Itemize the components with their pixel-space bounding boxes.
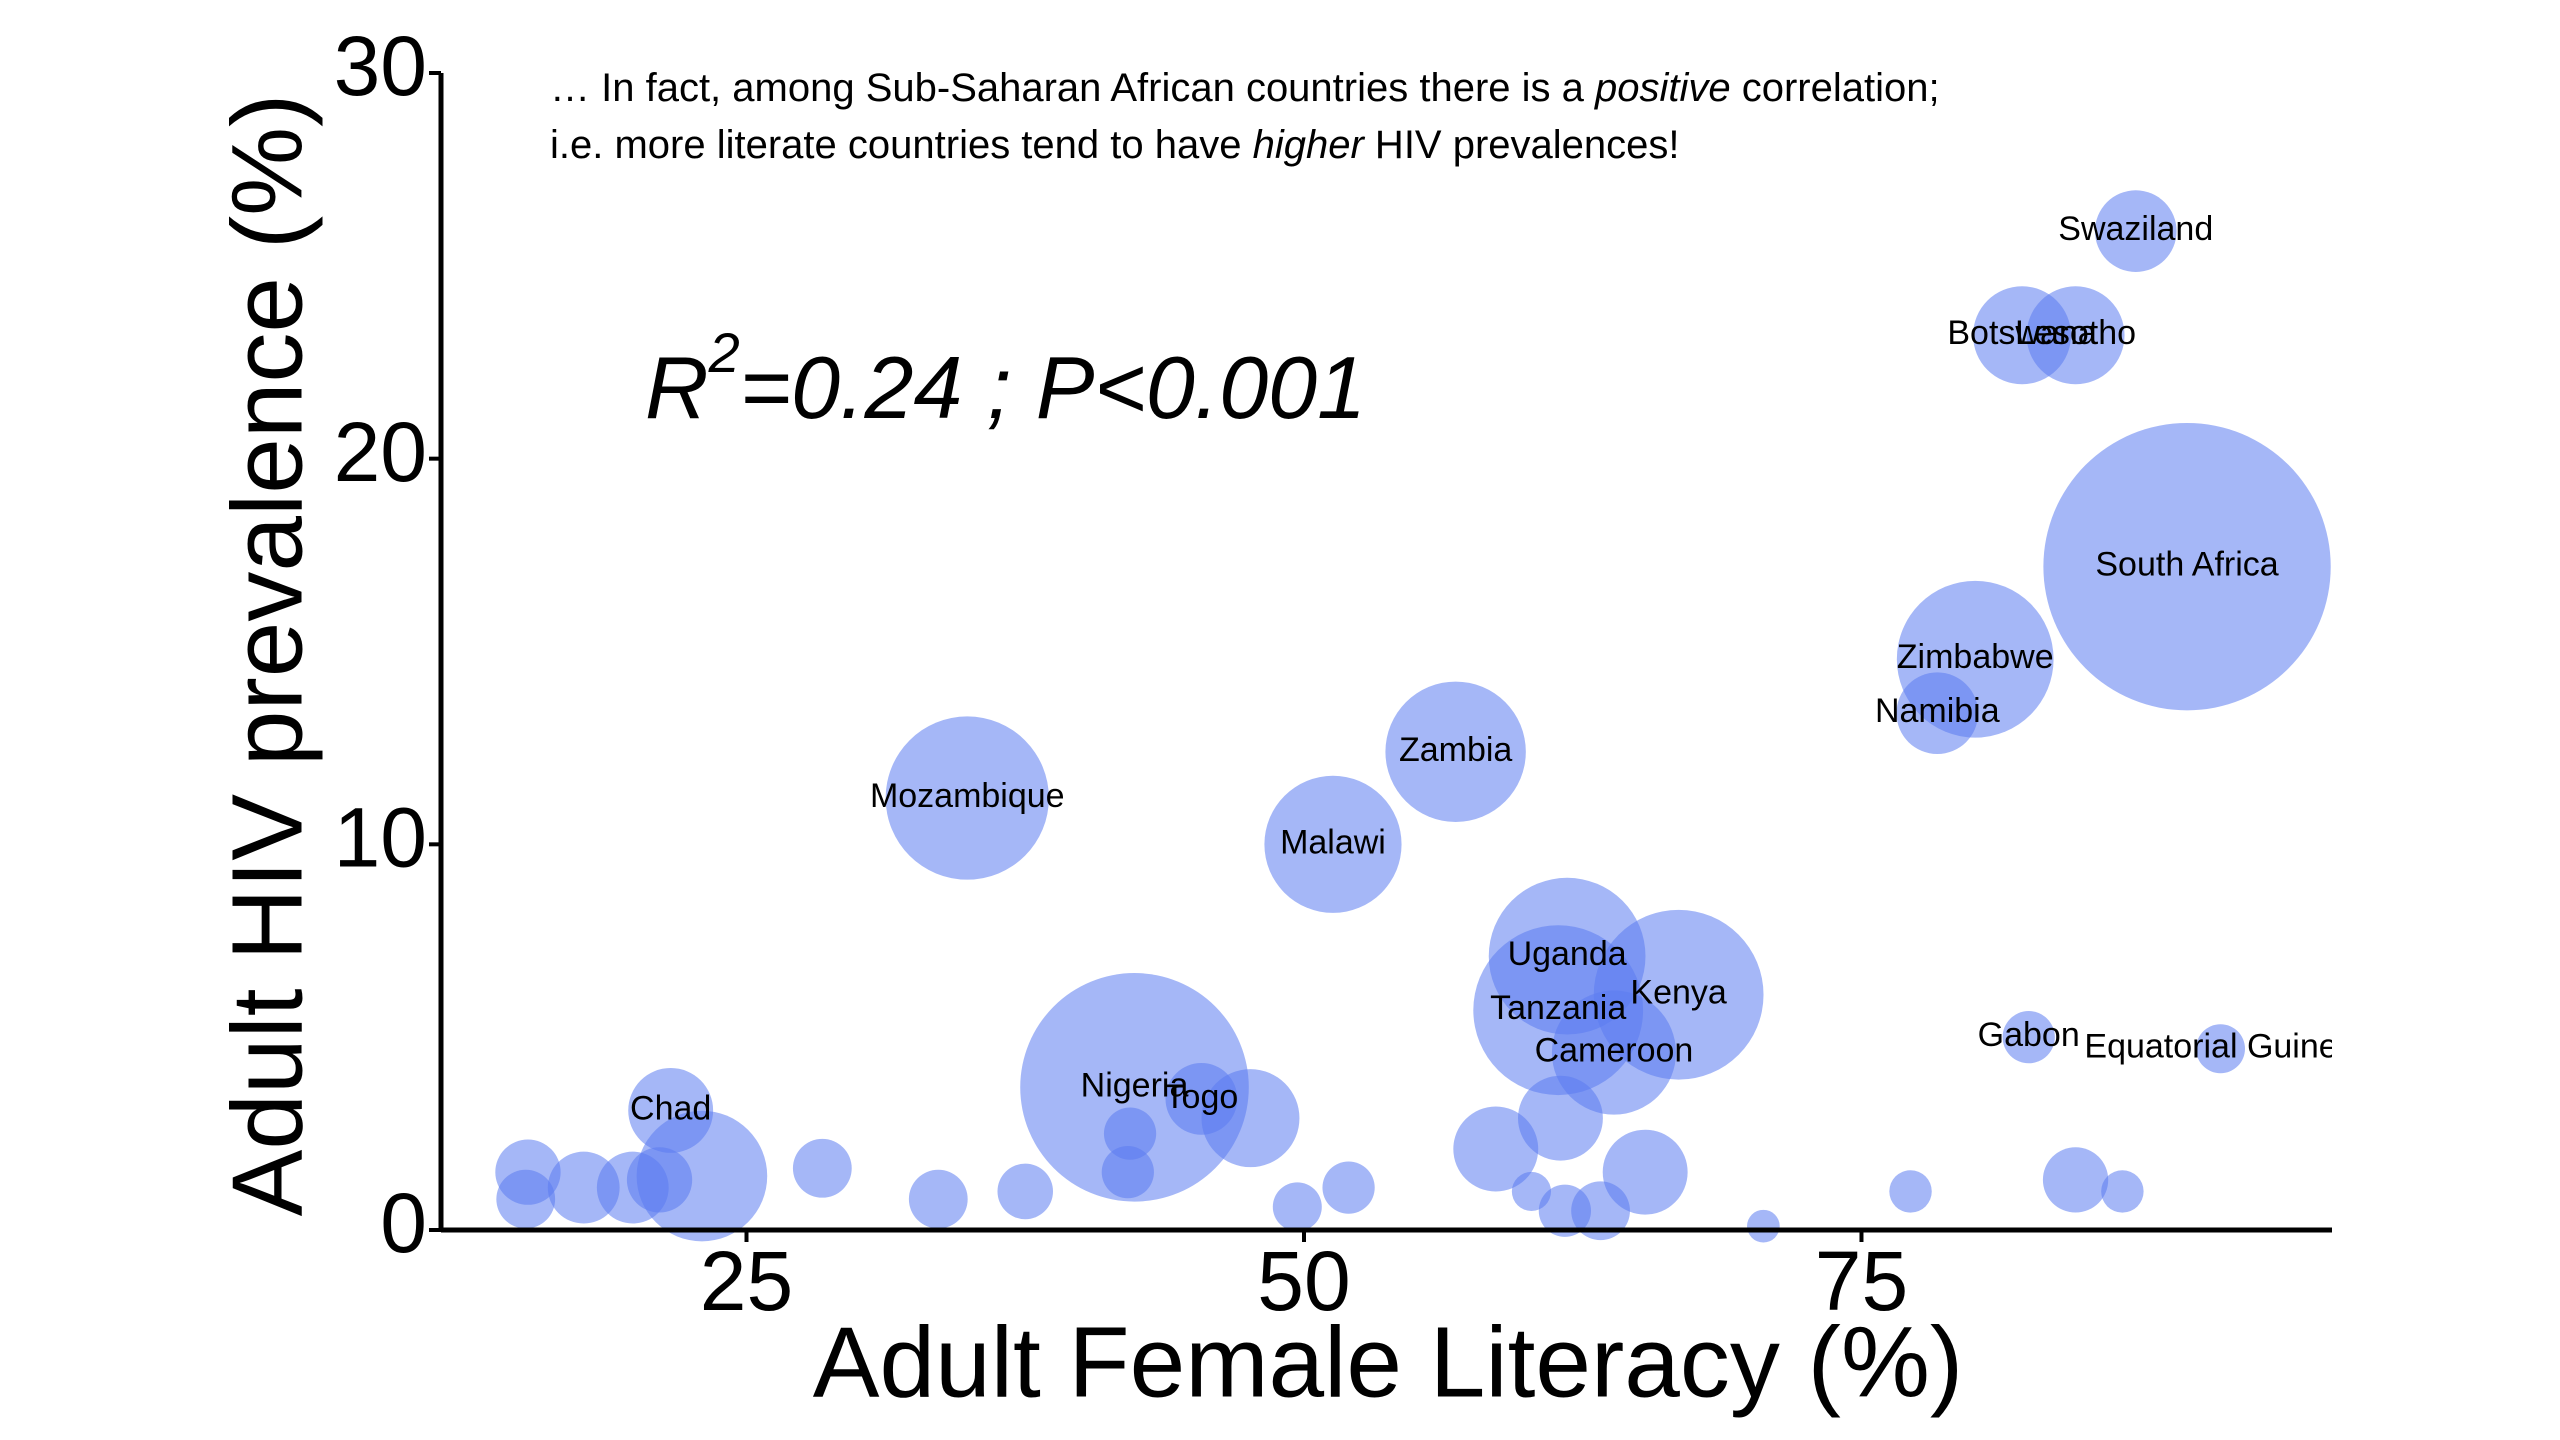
bubble-label: Cameroon [1535, 1032, 1694, 1070]
bubble [2043, 422, 2331, 711]
stat-exp: 2 [708, 321, 740, 384]
bubble-label: South Africa [2095, 546, 2278, 584]
y-tick-label: 30 [334, 19, 427, 113]
bubble-label: Lesotho [2015, 314, 2136, 352]
bubble [2094, 190, 2177, 272]
bubble [885, 716, 1049, 880]
annotation-text: HIV prevalences! [1364, 123, 1680, 167]
bubble-label: Malawi [1280, 823, 1386, 861]
annotation-text: positive [1594, 66, 1731, 110]
annotation-line: i.e. more literate countries tend to hav… [550, 123, 1680, 167]
stat-r: R [645, 338, 709, 437]
bubble [1322, 1161, 1375, 1214]
bubble [1453, 1106, 1539, 1192]
bubble [626, 1147, 693, 1213]
stat-rest: =0.24 ; P<0.001 [740, 338, 1366, 437]
bubble-label: Mozambique [870, 777, 1065, 815]
bubble [1602, 1129, 1688, 1215]
bubble [2196, 1024, 2245, 1074]
bubble [1103, 1107, 1157, 1160]
annotations: … In fact, among Sub-Saharan African cou… [550, 66, 1940, 438]
stat-text: R2=0.24 ; P<0.001 [645, 321, 1366, 437]
bubble [1264, 775, 1402, 913]
bubble-label: Nigeria [1081, 1066, 1189, 1104]
bubble [792, 1138, 852, 1198]
bubble [1101, 1146, 1154, 1199]
bubble [2101, 1170, 2144, 1213]
bubble-label: Uganda [1508, 935, 1627, 973]
bubble-label: Togo [1165, 1078, 1239, 1116]
x-tick-label: 25 [700, 1234, 793, 1328]
bubble [1201, 1069, 1300, 1168]
bubble [1020, 973, 1249, 1202]
annotation-line: … In fact, among Sub-Saharan African cou… [550, 66, 1940, 110]
bubble-label: Swaziland [2058, 210, 2213, 248]
bubble-label: Chad [630, 1089, 711, 1127]
bubble-label: Zambia [1399, 731, 1512, 769]
bubble-label: Kenya [1630, 974, 1726, 1012]
bubbles [495, 190, 2331, 1243]
bubble-label: Namibia [1875, 692, 2000, 730]
x-tick-label: 50 [1257, 1234, 1350, 1328]
y-tick-label: 0 [380, 1176, 427, 1270]
x-tick-label: 75 [1815, 1234, 1908, 1328]
bubble [2002, 1011, 2055, 1064]
bubble-label: Equatorial Guinea [2084, 1028, 2356, 1066]
y-axis-title: Adult HIV prevalence (%) [211, 94, 323, 1217]
y-tick-label: 10 [334, 791, 427, 885]
bubble-label: Tanzania [1490, 989, 1626, 1027]
bubble [1747, 1209, 1780, 1243]
bubble-label: Botswana [1947, 314, 2096, 352]
bubble [908, 1169, 968, 1229]
bubble-label: Gabon [1978, 1016, 2080, 1054]
annotation-text: correlation; [1731, 66, 1940, 110]
bubble [1385, 681, 1526, 822]
bubble-label: Zimbabwe [1897, 638, 2054, 676]
y-tick-label: 20 [334, 405, 427, 499]
annotation-text: higher [1253, 123, 1366, 167]
annotation-text: i.e. more literate countries tend to hav… [550, 123, 1253, 167]
annotation-text: … In fact, among Sub-Saharan African cou… [550, 66, 1595, 110]
x-axis-title: Adult Female Literacy (%) [813, 1306, 1963, 1418]
bubble [1517, 1075, 1603, 1161]
bubble [496, 1169, 556, 1229]
axes: 0 10 20 30 25 50 75 [334, 19, 2332, 1328]
bubble [2042, 1147, 2109, 1213]
bubble [1896, 672, 1979, 755]
bubble [1272, 1182, 1322, 1232]
bubble [997, 1163, 1054, 1220]
bubble [1889, 1170, 1932, 1213]
bubble [2026, 286, 2125, 385]
